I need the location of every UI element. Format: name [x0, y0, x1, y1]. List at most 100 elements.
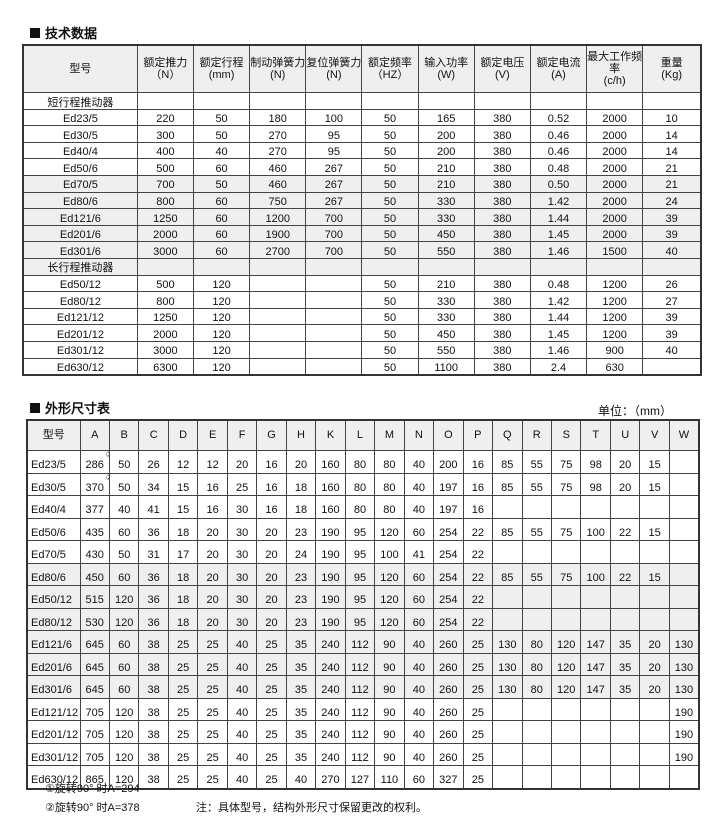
value-cell: 160: [315, 472, 346, 496]
column-header: R: [521, 419, 553, 451]
value-cell: 100: [580, 517, 611, 541]
value-cell: 120: [108, 720, 140, 744]
value-cell: 36: [138, 517, 169, 541]
value-cell: 267: [305, 174, 363, 193]
value-cell: 865: [79, 765, 110, 789]
value-cell: [550, 585, 582, 609]
empty-cell: [529, 257, 588, 276]
column-header: M: [374, 419, 405, 451]
value-cell: 380: [473, 224, 531, 243]
value-cell: 260: [433, 697, 464, 721]
value-cell: 36: [138, 585, 169, 609]
value-cell: 60: [403, 607, 435, 631]
model-cell: Ed121/6: [26, 630, 81, 654]
value-cell: 16: [256, 472, 287, 496]
value-cell: 25: [462, 742, 494, 766]
column-header: T: [580, 419, 611, 451]
value-cell: 40: [226, 697, 258, 721]
value-cell: 16: [197, 495, 228, 519]
value-cell: 260: [433, 652, 464, 676]
value-cell: 15: [639, 450, 670, 474]
value-cell: [550, 540, 582, 564]
value-with-marker: 370②: [86, 474, 109, 494]
value-cell: 190: [668, 742, 700, 766]
value-cell: 100: [305, 108, 363, 127]
header-unit: （N）: [150, 69, 181, 81]
value-cell: 38: [138, 742, 169, 766]
column-header: L: [344, 419, 376, 451]
value-cell: 1.45: [529, 324, 588, 342]
value-cell: 98: [580, 472, 611, 496]
column-header: F: [226, 419, 258, 451]
value-cell: 40: [108, 495, 140, 519]
header-label: 额定推力: [143, 56, 188, 69]
model-cell: Ed80/12: [22, 291, 138, 309]
value-cell: 112: [344, 630, 376, 654]
value-cell: 60: [192, 191, 251, 210]
value-cell: 50: [192, 174, 251, 193]
model-cell: Ed630/12: [22, 357, 138, 376]
value-cell: 39: [642, 208, 702, 226]
value-cell: 750: [249, 191, 307, 210]
value-cell: [639, 495, 670, 519]
value-cell: 40: [403, 495, 435, 519]
value-cell: 254: [433, 562, 464, 586]
value-cell: 25: [462, 630, 494, 654]
header-unit: (A): [551, 69, 566, 81]
value-cell: 95: [344, 607, 376, 631]
value-cell: 20: [226, 450, 258, 474]
value-cell: 40: [226, 652, 258, 676]
value-cell: 2.4: [529, 357, 588, 376]
value-cell: 75: [550, 517, 582, 541]
model-cell: Ed201/12: [26, 720, 81, 744]
value-cell: 15: [639, 472, 670, 496]
value-cell: [521, 607, 553, 631]
value-cell: [521, 585, 553, 609]
value-cell: 147: [580, 630, 611, 654]
value-cell: 460: [249, 158, 307, 176]
value-cell: [580, 495, 611, 519]
value-cell: [305, 307, 363, 326]
value-cell: [580, 720, 611, 744]
value-cell: 50: [361, 274, 419, 293]
value-cell: 130: [668, 630, 700, 654]
value-cell: 60: [403, 562, 435, 586]
value-cell: 55: [521, 472, 553, 496]
value-cell: 120: [550, 675, 582, 699]
value-cell: 6300: [136, 357, 194, 376]
value-cell: 50: [361, 241, 419, 259]
column-header: N: [403, 419, 435, 451]
value-cell: 2000: [586, 141, 644, 160]
value-cell: 220: [136, 108, 194, 127]
value-cell: [668, 765, 700, 789]
value-cell: 30: [226, 540, 258, 564]
value-cell: [305, 274, 363, 293]
remark-note: 注：具体型号，结构外形尺寸保留更改的权利。: [196, 802, 427, 814]
value-cell: 60: [108, 675, 140, 699]
value-cell: [249, 324, 307, 342]
value-cell: 110: [374, 765, 405, 789]
value-cell: 20: [256, 585, 287, 609]
value-cell: 12: [167, 450, 199, 474]
value-cell: 50: [361, 125, 419, 143]
value-cell: 377: [79, 495, 110, 519]
value-cell: 90: [374, 742, 405, 766]
model-cell: Ed201/6: [22, 224, 138, 243]
value-cell: 40: [192, 141, 251, 160]
value-cell: 30: [226, 495, 258, 519]
table-row: Ed121/12 1250 120 50 330 380 1.44 1200 39: [22, 307, 702, 326]
value-cell: 24: [285, 540, 317, 564]
value-cell: [492, 540, 523, 564]
value-cell: 20: [256, 517, 287, 541]
value-cell: 55: [521, 517, 553, 541]
group-row: 短行程推动器: [22, 92, 702, 110]
value-cell: 98: [580, 450, 611, 474]
value-cell: [521, 720, 553, 744]
header-unit: (W): [437, 69, 456, 81]
value-cell: 2000: [586, 224, 644, 243]
value-cell: [609, 585, 641, 609]
value-cell: [668, 517, 700, 541]
value-cell: [580, 585, 611, 609]
value-cell: 25: [197, 652, 228, 676]
value-cell: 430: [79, 540, 110, 564]
